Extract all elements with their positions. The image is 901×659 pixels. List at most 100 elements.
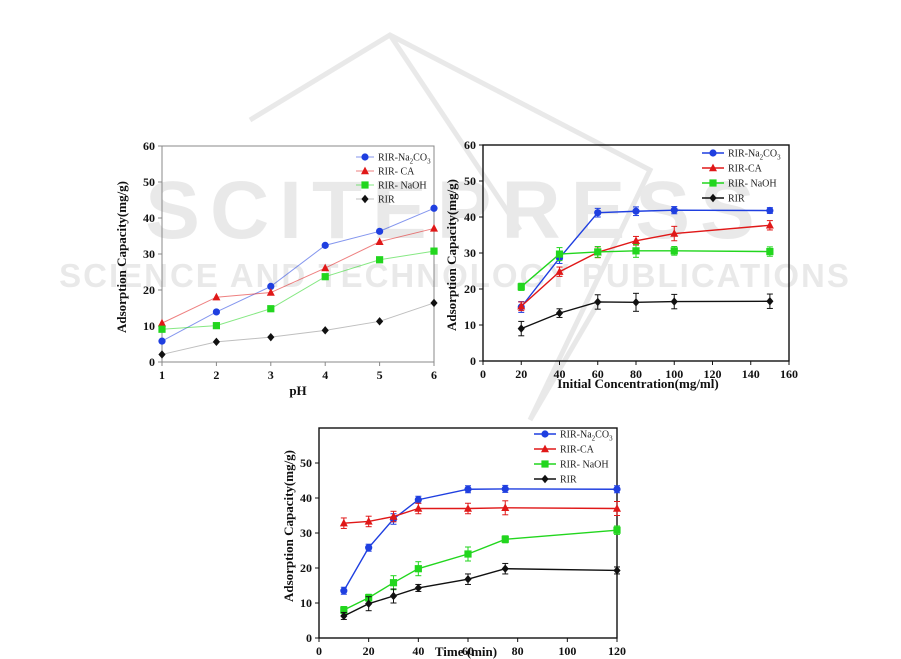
chart-time-point-rir — [389, 591, 398, 601]
chart-time: 0 20 40 60 80 100 12001020304050RIR-Na2CO3RIR-… — [281, 427, 626, 659]
chart-time-point-rir — [365, 599, 373, 608]
chart-ph-point-rir — [158, 350, 166, 359]
chart-time-legend-label: RIR-Na2CO3 — [560, 430, 613, 443]
chart-time-point-ca — [389, 512, 398, 520]
chart-time-legend-label: RIR — [560, 475, 577, 486]
chart-ph-xtick-label: 3 — [268, 368, 274, 382]
chart-ph-ytick-label: 50 — [143, 175, 155, 189]
chart-ph-point-na2co3 — [321, 241, 329, 249]
chart-time-xtick-label: 0 — [316, 644, 322, 658]
chart-time-point-na2co3 — [613, 485, 621, 493]
chart-time-point-naoh — [414, 565, 422, 573]
chart-time-ytick-label: 0 — [306, 631, 312, 645]
chart-ph-legend-label: RIR- CA — [378, 167, 415, 178]
chart-ph-ytick-label: 20 — [143, 283, 155, 297]
chart-time-xtick-label: 40 — [412, 644, 424, 658]
chart-time-point-na2co3 — [464, 485, 472, 493]
chart-ph-series-ca — [158, 224, 438, 327]
chart-concentration-point-rir — [555, 308, 564, 318]
chart-concentration-point-ca — [765, 220, 774, 229]
chart-time-point-ca — [501, 503, 510, 511]
chart-ph-point-ca — [321, 263, 330, 272]
chart-time-line-rir — [343, 567, 618, 617]
chart-time-point-naoh — [464, 550, 472, 558]
chart-concentration-point-naoh — [766, 247, 774, 256]
chart-ph-point-na2co3 — [212, 308, 220, 316]
chart-ph-ytick-label: 30 — [143, 247, 155, 261]
chart-ph-point-rir — [267, 332, 275, 342]
chart-concentration-xtick-label: 140 — [742, 367, 760, 381]
legend-label-part: 3 — [427, 158, 431, 166]
chart-time-ytick-label: 10 — [300, 596, 312, 610]
legend-label-part: CO — [763, 149, 777, 160]
chart-concentration-line-na2co3 — [520, 209, 770, 308]
chart-concentration-legend-label: RIR-Na2CO3 — [728, 149, 781, 162]
chart-ph-point-naoh — [321, 273, 329, 281]
chart-concentration-ytick-label: 60 — [464, 138, 476, 152]
chart-ph-point-naoh — [430, 247, 438, 255]
chart-ph-line-ca — [161, 227, 435, 324]
chart-ph-line-na2co3 — [161, 207, 435, 342]
chart-time-legend-marker — [541, 460, 549, 468]
chart-time-point-rir — [414, 583, 422, 593]
chart-ph-line-naoh — [161, 250, 435, 330]
chart-ph-line-rir — [161, 302, 435, 355]
chart-ph-legend-marker — [361, 194, 369, 204]
chart-concentration-point-naoh — [517, 283, 525, 291]
chart-concentration-legend-label: RIR- NaOH — [728, 179, 777, 190]
chart-concentration-series-naoh — [517, 243, 774, 291]
chart-concentration-point-naoh — [594, 248, 602, 256]
chart-concentration-point-na2co3 — [632, 207, 640, 215]
legend-label-part: 2 — [410, 158, 414, 166]
chart-time-point-naoh — [501, 535, 509, 543]
chart-ph-point-ca — [266, 288, 275, 296]
chart-time-point-na2co3 — [414, 496, 422, 504]
chart-concentration-ytick-label: 20 — [464, 282, 476, 296]
chart-ph-legend-marker — [361, 153, 369, 161]
chart-time-point-rir — [613, 566, 621, 575]
chart-concentration-xtick-label: 20 — [515, 367, 527, 381]
chart-time-point-ca — [339, 518, 348, 527]
chart-time-legend-label: RIR-CA — [560, 445, 595, 456]
chart-concentration-ytick-label: 40 — [464, 210, 476, 224]
chart-ph-point-na2co3 — [376, 227, 384, 235]
chart-ph-legend-marker — [361, 181, 369, 189]
chart-concentration-legend-marker — [709, 179, 717, 187]
chart-time-legend-marker — [541, 474, 549, 484]
chart-concentration-ytick-label: 30 — [464, 246, 476, 260]
chart-concentration-ytick-label: 0 — [470, 354, 476, 368]
chart-concentration-point-na2co3 — [670, 206, 678, 214]
chart-time-point-rir — [501, 564, 509, 573]
chart-concentration-point-naoh — [555, 250, 564, 258]
chart-concentration-legend-marker — [709, 193, 717, 203]
legend-label-part: 3 — [609, 435, 613, 443]
chart-time-xtick-label: 120 — [608, 644, 626, 658]
chart-time-line-ca — [343, 507, 618, 524]
chart-ph-xtick-label: 5 — [377, 368, 383, 382]
chart-time-point-rir — [340, 611, 348, 621]
chart-time-series-rir — [340, 562, 621, 621]
chart-ph-point-rir — [376, 317, 384, 326]
chart-concentration-xtick-label: 40 — [554, 367, 566, 381]
chart-ph-xtick-label: 1 — [159, 368, 165, 382]
chart-ph-point-ca — [375, 237, 384, 245]
chart-ph-ytick-label: 10 — [143, 319, 155, 333]
chart-ph-ytick-label: 40 — [143, 211, 155, 225]
chart-ph-series-naoh — [158, 247, 438, 333]
chart-time-xtick-label: 100 — [558, 644, 576, 658]
chart-time-point-na2co3 — [340, 587, 348, 595]
chart-concentration-xtick-label: 100 — [665, 367, 683, 381]
chart-ph-point-ca — [430, 224, 438, 232]
chart-concentration-point-naoh — [632, 247, 640, 255]
chart-ph-xtick-label: 2 — [213, 368, 219, 382]
chart-concentration-legend-label: RIR-CA — [728, 164, 763, 175]
legend-label-part: 2 — [760, 154, 764, 162]
chart-ph-point-na2co3 — [267, 282, 275, 290]
chart-ph-ytick-label: 0 — [149, 355, 155, 369]
chart-time-point-ca — [613, 504, 621, 512]
chart-concentration-point-rir — [517, 324, 525, 333]
chart-concentration-xtick-label: 160 — [780, 367, 798, 381]
chart-time-xtick-label: 20 — [363, 644, 375, 658]
